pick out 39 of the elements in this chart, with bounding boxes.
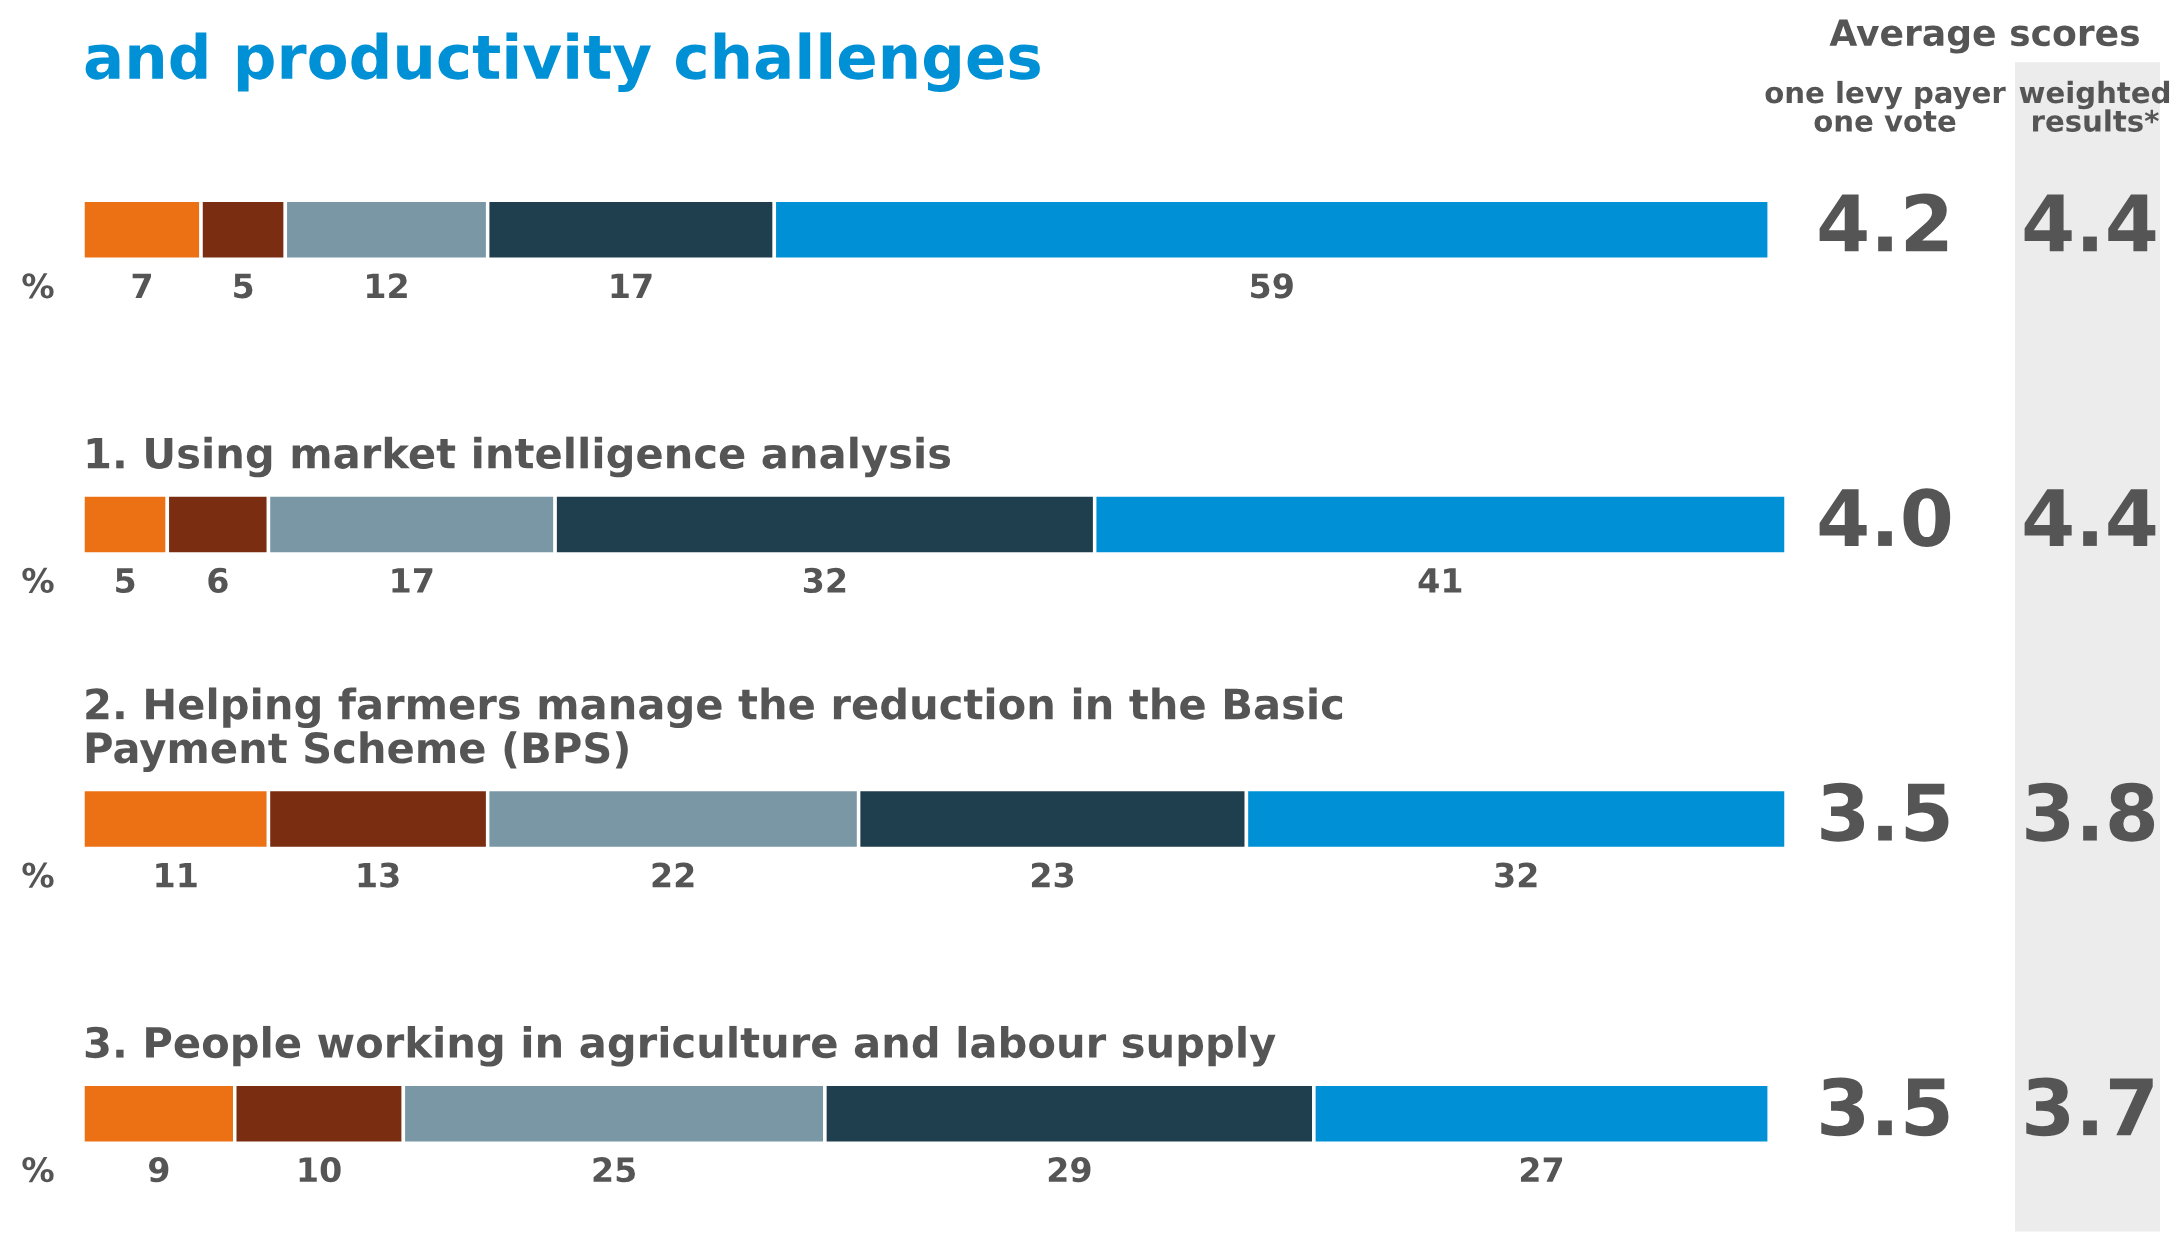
data-label: 6	[208, 567, 228, 594]
data-label: 5	[116, 568, 135, 594]
data-label: 17	[392, 568, 433, 593]
data-label: 27	[1520, 1157, 1563, 1182]
data-label: 17	[611, 273, 652, 298]
data-label: 41	[1418, 568, 1462, 593]
data-label: 7	[132, 273, 151, 298]
text: %	[22, 567, 54, 594]
data-label: 59	[1251, 273, 1293, 299]
data-label: 23	[1031, 862, 1074, 888]
text: 4.4	[2024, 194, 2156, 252]
data-label: 11	[156, 862, 197, 888]
y-tick-label: 3. People working in agriculture and labour supply	[85, 1025, 1276, 1067]
text: 3.7	[2026, 1077, 2153, 1137]
y-tick-label: 1. Using market intelligence analysis	[87, 436, 951, 478]
text: 4.0	[1819, 488, 1951, 548]
text: weighted results*	[2019, 80, 2170, 132]
data-label: 9	[149, 1157, 169, 1183]
data-label: 29	[1048, 1157, 1091, 1183]
data-label: 12	[367, 273, 407, 298]
text: Average scores	[1829, 19, 2139, 54]
y-tick-label: 2. Helping farmers manage the reduction in the Basic Payment Scheme (BPS)	[86, 687, 1343, 772]
data-label: 25	[593, 1157, 635, 1183]
chart-title: and productivity challenges	[85, 32, 1040, 93]
text: %	[22, 273, 54, 299]
data-label: 5	[234, 273, 253, 299]
data-label: 22	[652, 862, 694, 888]
text: %	[22, 862, 54, 888]
annotation: one levy payer one vote	[1765, 80, 2006, 132]
data-label: 32	[1495, 862, 1537, 888]
text: 3.8	[2026, 782, 2155, 842]
data-label: 10	[299, 1157, 341, 1183]
text: 3.5	[1821, 1077, 1949, 1137]
data-label: 13	[358, 862, 399, 888]
text: %	[22, 1157, 54, 1183]
text: 3.5	[1821, 782, 1949, 842]
data-label: 32	[803, 567, 846, 594]
text: 4.2	[1819, 193, 1948, 252]
text: 4.4	[2024, 489, 2156, 546]
